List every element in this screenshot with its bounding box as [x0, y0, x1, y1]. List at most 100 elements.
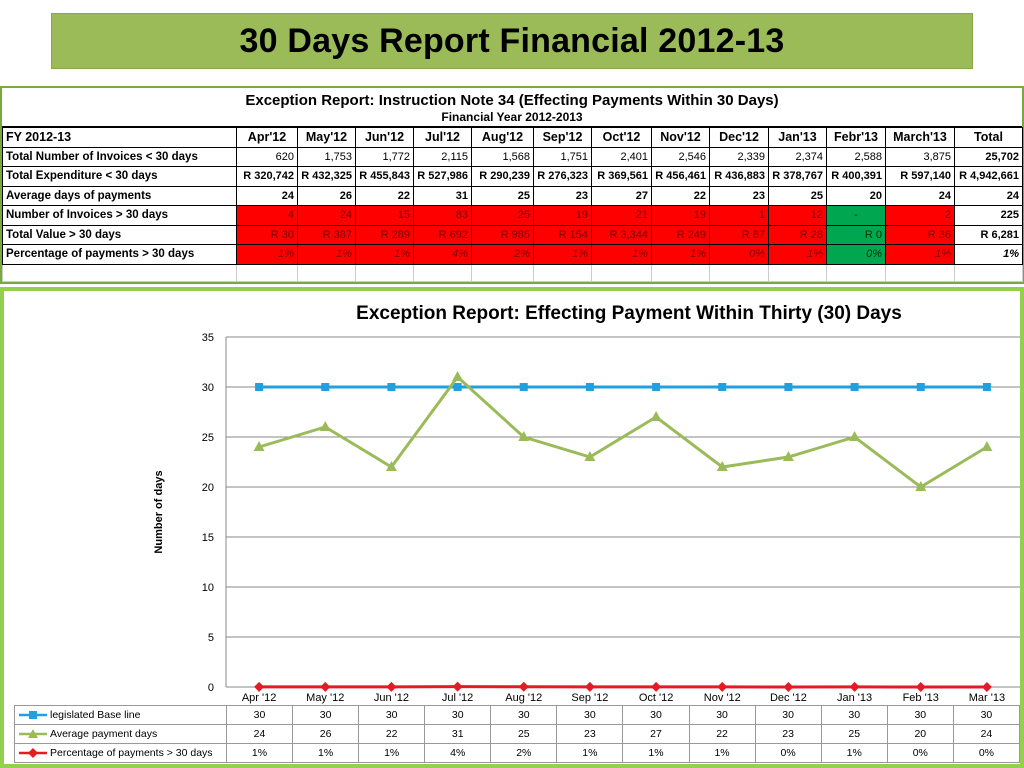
- data-label: 2%: [490, 743, 558, 763]
- legend-row: Average payment days 24 26 22 31 25 23 27 22 23 25…: [14, 724, 1021, 744]
- data-label: 23: [556, 724, 624, 744]
- row-total: R 4,942,661: [954, 166, 1023, 187]
- chart-panel: Exception Report: Effecting Payment With…: [0, 287, 1024, 768]
- table-cell: 23: [709, 185, 769, 206]
- legend-label: Average payment days: [50, 728, 158, 740]
- empty-cell: [413, 263, 472, 282]
- table-cell: -: [826, 205, 886, 226]
- table-row: Percentage of payments > 30 days 1% 1% 1% 4%…: [2, 244, 1023, 265]
- header-month: Febr'13: [826, 127, 886, 148]
- y-tick-label: 15: [202, 532, 214, 544]
- table-cell: 27: [591, 185, 652, 206]
- table-spacer-row: [2, 263, 1023, 282]
- table-row: Total Number of Invoices < 30 days 620 1,7…: [2, 146, 1023, 167]
- page-title: 30 Days Report Financial 2012-13: [239, 21, 785, 60]
- table-cell: 2,374: [768, 146, 827, 167]
- data-label: 26: [292, 724, 360, 744]
- table-cell: 83: [413, 205, 472, 226]
- table-cell: 31: [413, 185, 472, 206]
- data-point-diamond: [717, 681, 728, 692]
- table-cell: R 597,140: [885, 166, 955, 187]
- table-cell: R 527,986: [413, 166, 472, 187]
- chart-title: Exception Report: Effecting Payment With…: [356, 303, 902, 324]
- data-label: 20: [886, 724, 954, 744]
- data-label: 1%: [225, 743, 294, 763]
- y-tick-label: 5: [208, 632, 214, 644]
- empty-cell: [826, 263, 886, 282]
- data-label: 0%: [886, 743, 954, 763]
- legend-swatch-icon: [19, 711, 47, 720]
- table-cell: 2,546: [651, 146, 710, 167]
- header-month: Apr'12: [236, 127, 298, 148]
- y-tick-label: 25: [202, 432, 214, 444]
- legend-label: legislated Base line: [50, 709, 141, 721]
- x-tick-label: Jul '12: [442, 692, 473, 704]
- data-label: 30: [490, 705, 558, 725]
- data-label: 30: [292, 705, 360, 725]
- data-label: 30: [754, 705, 822, 725]
- data-point-diamond: [783, 682, 794, 692]
- legend-label: Percentage of payments > 30 days: [50, 747, 213, 759]
- data-label: 30: [225, 705, 294, 725]
- header-month: May'12: [297, 127, 356, 148]
- data-point-diamond: [386, 681, 397, 692]
- table-cell: R 985: [471, 224, 534, 245]
- data-label: 22: [688, 724, 756, 744]
- table-cell: 26: [297, 185, 356, 206]
- table-cell: 2,115: [413, 146, 472, 167]
- row-total: 1%: [954, 244, 1023, 265]
- row-label: Percentage of payments > 30 days: [2, 244, 237, 265]
- table-cell: R 436,883: [709, 166, 769, 187]
- table-cell: R 290,239: [471, 166, 534, 187]
- table-cell: 20: [826, 185, 886, 206]
- line-chart: 0 5 10 15 20 25 30 35 Number of days Apr '12 May '…: [153, 332, 1020, 704]
- row-total: 24: [954, 185, 1023, 206]
- data-label: 23: [754, 724, 822, 744]
- y-tick-label: 10: [202, 582, 214, 594]
- empty-cell: [471, 263, 534, 282]
- data-label: 30: [358, 705, 426, 725]
- data-point-square: [387, 383, 396, 391]
- legend-entry: Percentage of payments > 30 days: [14, 743, 227, 763]
- x-tick-label: Jun '12: [374, 692, 409, 704]
- table-row: Number of Invoices > 30 days 4 24 15 83 25 19 2…: [2, 205, 1023, 226]
- data-point-diamond: [584, 681, 595, 692]
- empty-cell: [297, 263, 356, 282]
- empty-cell: [2, 263, 237, 282]
- header-month: Aug'12: [471, 127, 534, 148]
- data-point-triangle: [452, 371, 464, 381]
- data-point-diamond: [915, 682, 926, 692]
- legend-entry: legislated Base line: [14, 705, 227, 725]
- table-cell: R 28: [768, 224, 827, 245]
- table-cell: 4%: [413, 244, 472, 265]
- table-cell: 22: [651, 185, 710, 206]
- table-cell: 2,588: [826, 146, 886, 167]
- data-point-square: [453, 383, 462, 391]
- table-cell: 2: [885, 205, 955, 226]
- table-cell: R 692: [413, 224, 472, 245]
- data-point-diamond: [849, 681, 860, 692]
- table-cell: R 378,767: [768, 166, 827, 187]
- exception-report-table-panel: Exception Report: Instruction Note 34 (E…: [0, 86, 1024, 284]
- report-subheading: Financial Year 2012-2013: [441, 110, 583, 124]
- y-tick-label: 0: [208, 682, 214, 694]
- header-month: Dec'12: [709, 127, 769, 148]
- financial-table: FY 2012-13 Apr'12 May'12 Jun'12 Jul'12 Aug'12…: [2, 127, 1023, 282]
- table-cell: 22: [355, 185, 414, 206]
- table-row: Total Value > 30 days R 30 R 387 R 289 R 692…: [2, 224, 1023, 245]
- data-label: 31: [424, 724, 492, 744]
- data-point-diamond: [452, 681, 463, 692]
- x-tick-label: Aug '12: [505, 692, 542, 704]
- header-month: Nov'12: [651, 127, 710, 148]
- data-point-square: [718, 383, 727, 391]
- series-line: [258, 374, 988, 489]
- empty-cell: [591, 263, 652, 282]
- x-tick-label: Feb '13: [903, 692, 939, 704]
- table-cell: R 249: [651, 224, 710, 245]
- table-cell: R 289: [355, 224, 414, 245]
- data-point-triangle: [319, 421, 331, 431]
- data-label: 1%: [688, 743, 756, 763]
- table-cell: R 455,843: [355, 166, 414, 187]
- data-label: 24: [225, 724, 294, 744]
- x-tick-label: Apr '12: [242, 692, 277, 704]
